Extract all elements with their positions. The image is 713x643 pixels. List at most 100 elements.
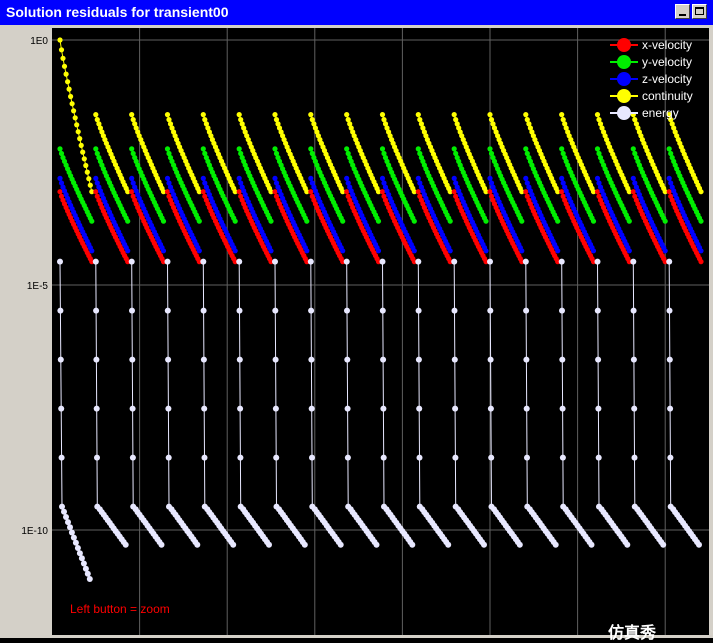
z-velocity-point	[519, 248, 525, 254]
continuity-point	[304, 189, 310, 195]
continuity-point	[77, 136, 83, 142]
continuity-point	[129, 112, 135, 118]
z-velocity-point	[524, 180, 530, 186]
y-velocity-point	[630, 146, 636, 152]
continuity-point	[238, 117, 244, 123]
continuity-point	[312, 125, 318, 131]
continuity-point	[132, 121, 138, 127]
continuity-point	[241, 125, 247, 131]
z-velocity-point	[488, 180, 495, 186]
y-velocity-point	[487, 146, 493, 152]
continuity-point	[75, 129, 81, 135]
residual-chart[interactable]: 1E0 1E-5 1E-10 x-velocity y-velocity z-veloci…	[0, 25, 713, 638]
y-velocity-point	[58, 150, 65, 157]
x-velocity-point	[630, 189, 636, 195]
y-velocity-point	[160, 218, 167, 224]
energy-curve	[310, 261, 342, 545]
energy-curve	[489, 261, 521, 545]
z-velocity-point	[379, 175, 386, 181]
y-velocity-point	[130, 150, 136, 157]
z-velocity-point	[125, 248, 131, 254]
continuity-point	[491, 125, 498, 131]
maximize-icon[interactable]	[692, 4, 707, 19]
z-velocity-point	[483, 248, 489, 254]
z-velocity-point	[453, 180, 459, 186]
z-velocity-point	[417, 180, 423, 186]
continuity-point	[272, 112, 278, 118]
y-velocity-point	[129, 146, 135, 152]
continuity-point	[84, 169, 90, 175]
continuity-point	[519, 189, 525, 195]
continuity-point	[167, 121, 174, 127]
z-velocity-point	[268, 248, 274, 254]
title-bar[interactable]: Solution residuals for transient00	[0, 0, 713, 25]
energy-curve	[346, 261, 377, 545]
y-velocity-point	[202, 150, 208, 157]
continuity-point	[72, 115, 78, 121]
y-velocity-point	[523, 146, 529, 152]
y-velocity-point	[238, 150, 244, 157]
x-velocity-point	[345, 193, 351, 199]
energy-curve	[417, 261, 449, 545]
continuity-point	[169, 125, 175, 131]
x-velocity-point	[57, 189, 63, 195]
z-velocity-point	[555, 248, 561, 254]
continuity-point	[348, 125, 354, 131]
energy-curve	[525, 261, 557, 545]
x-velocity-point	[58, 193, 65, 199]
y-velocity-point	[344, 146, 350, 152]
y-velocity-point	[594, 146, 601, 152]
y-velocity-point	[447, 218, 453, 224]
continuity-point	[527, 125, 534, 131]
continuity-point	[202, 117, 208, 123]
energy-curve	[668, 261, 700, 545]
y-velocity-point	[415, 146, 421, 152]
continuity-point	[668, 117, 674, 123]
continuity-point	[97, 125, 103, 131]
continuity-point	[268, 189, 274, 195]
continuity-point	[381, 117, 387, 123]
continuity-point	[130, 117, 136, 123]
continuity-point	[418, 121, 424, 127]
x-velocity-point	[666, 189, 672, 195]
y-velocity-point	[411, 218, 417, 224]
continuity-point	[232, 189, 238, 195]
energy-curve	[561, 261, 592, 545]
z-velocity-point	[447, 248, 453, 254]
z-velocity-point	[202, 180, 208, 186]
x-velocity-point	[272, 189, 278, 195]
y-velocity-point	[268, 218, 274, 224]
continuity-point	[563, 125, 569, 131]
x-velocity-point	[560, 193, 566, 199]
y-velocity-point	[94, 150, 100, 157]
continuity-point	[590, 189, 597, 195]
z-velocity-point	[196, 248, 202, 254]
x-velocity-point	[487, 189, 493, 195]
continuity-point	[698, 189, 704, 195]
continuity-point	[451, 112, 457, 118]
continuity-point	[309, 117, 315, 123]
watermark-logo: 仿真秀	[608, 623, 657, 642]
minimize-icon[interactable]	[675, 4, 690, 19]
continuity-point	[273, 117, 280, 123]
y-velocity-point	[272, 146, 278, 152]
continuity-point	[382, 121, 389, 127]
continuity-point	[666, 112, 672, 118]
z-velocity-point	[273, 180, 280, 186]
y-velocity-point	[488, 150, 495, 157]
z-velocity-point	[308, 175, 314, 181]
window-title: Solution residuals for transient00	[6, 4, 229, 20]
y-tick-label: 1E0	[30, 36, 48, 47]
continuity-point	[490, 121, 496, 127]
continuity-point	[96, 121, 102, 127]
y-tick-label: 1E-5	[27, 281, 49, 292]
continuity-point	[559, 112, 565, 118]
continuity-point	[635, 125, 641, 131]
z-velocity-point	[57, 175, 63, 181]
y-velocity-point	[196, 218, 202, 224]
z-velocity-point	[375, 248, 382, 254]
continuity-point	[275, 121, 281, 127]
y-velocity-point	[417, 150, 423, 157]
residual-plot-area[interactable]: 1E0 1E-5 1E-10 x-velocity y-velocity z-veloci…	[0, 25, 713, 642]
energy-curve	[597, 261, 628, 545]
